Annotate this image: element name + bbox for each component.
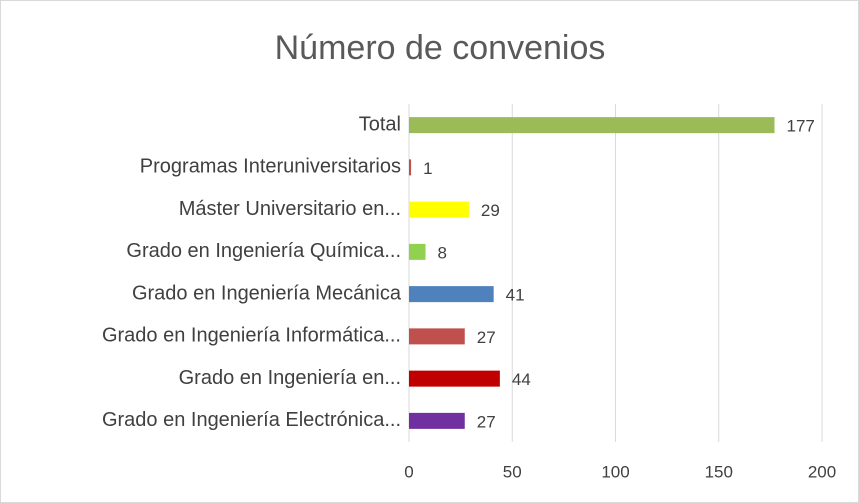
chart-title: Número de convenios bbox=[275, 29, 606, 67]
x-tick-label: 200 bbox=[808, 462, 836, 481]
x-tick-label: 0 bbox=[404, 462, 413, 481]
bar bbox=[409, 412, 465, 429]
x-tick-label: 150 bbox=[705, 462, 733, 481]
value-label: 44 bbox=[512, 370, 531, 389]
value-label: 27 bbox=[477, 328, 496, 347]
value-label: 29 bbox=[481, 201, 500, 220]
value-label: 8 bbox=[438, 243, 447, 262]
value-label: 1 bbox=[423, 159, 432, 178]
y-tick-label: Programas Interuniversitarios bbox=[140, 156, 401, 178]
bar bbox=[409, 159, 412, 176]
bar bbox=[409, 328, 465, 345]
y-tick-label: Grado en Ingeniería Electrónica... bbox=[102, 409, 401, 431]
bar bbox=[409, 117, 775, 134]
x-tick-label: 50 bbox=[503, 462, 522, 481]
bar bbox=[409, 286, 494, 303]
bar bbox=[409, 243, 426, 260]
y-tick-label: Máster Universitario en... bbox=[179, 198, 401, 220]
value-label: 177 bbox=[787, 117, 815, 136]
y-tick-label: Grado en Ingeniería Química... bbox=[126, 240, 401, 262]
value-label: 27 bbox=[477, 412, 496, 431]
y-tick-label: Grado en Ingeniería Mecánica bbox=[132, 282, 402, 304]
y-tick-label: Grado en Ingeniería Informática... bbox=[102, 325, 401, 347]
bar bbox=[409, 201, 469, 218]
y-tick-label: Total bbox=[359, 113, 401, 135]
x-tick-label: 100 bbox=[601, 462, 629, 481]
bar bbox=[409, 370, 500, 387]
value-label: 41 bbox=[506, 286, 525, 305]
y-tick-label: Grado en Ingeniería en... bbox=[179, 367, 401, 389]
